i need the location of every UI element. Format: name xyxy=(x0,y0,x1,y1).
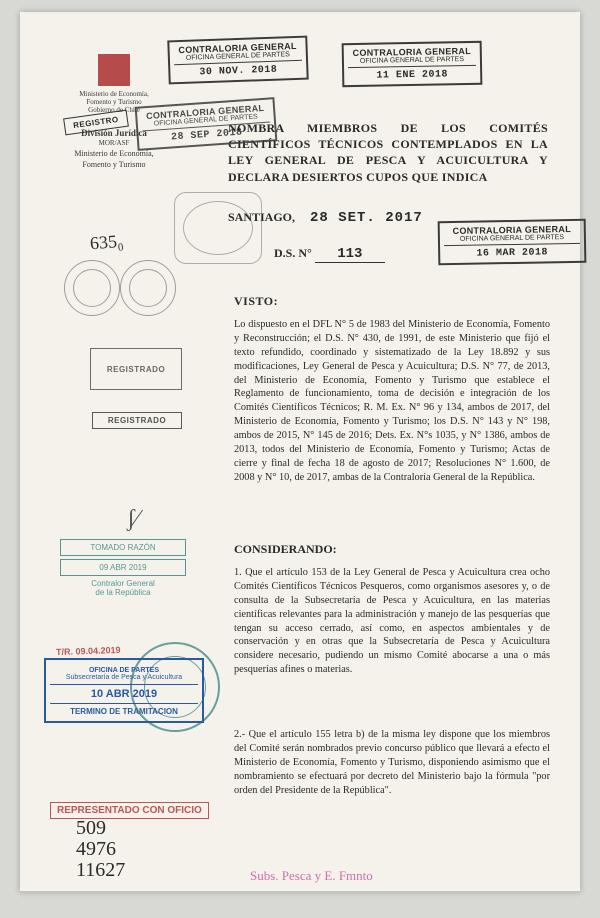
division-line3: Ministerio de Economía, xyxy=(66,149,162,158)
tomado-sub2: de la República xyxy=(60,588,186,597)
document-page: Ministerio de Economía, Fomento y Turism… xyxy=(20,12,580,892)
bp-line1: OFICINA DE PARTES Subsecretaría de Pesca… xyxy=(50,664,198,684)
gov-logo xyxy=(98,54,130,86)
ds-number: 113 xyxy=(315,246,385,263)
bp-l1: OFICINA DE PARTES xyxy=(89,667,159,674)
considerando-1: 1. Que el artículo 153 de la Ley General… xyxy=(234,566,550,677)
logo-ministry: Ministerio de Economía, Fomento y Turism… xyxy=(66,90,162,106)
hand-n1: 509 xyxy=(76,818,125,839)
bp-line4: TERMINO DE TRAMITACION xyxy=(50,703,198,719)
stamp-contraloria-1: CONTRALORIA GENERAL OFICINA GENERAL DE P… xyxy=(167,36,308,85)
stamp4-date: 16 MAR 2018 xyxy=(444,247,580,260)
hand-tr-date: T/R. 09.04.2019 xyxy=(56,645,121,657)
santiago-date: 28 SET. 2017 xyxy=(310,210,423,226)
hand-n2: 4976 xyxy=(76,839,125,860)
ds-line: D.S. N° 113 xyxy=(274,246,385,263)
hand-numbers: 509 4976 11627 xyxy=(76,818,125,881)
stamp4-h2: OFICINA GENERAL DE PARTES xyxy=(444,234,580,246)
stamp2-h2: OFICINA GENERAL DE PARTES xyxy=(348,56,476,68)
division-line4: Fomento y Turismo xyxy=(66,160,162,169)
stamp-registrado-1: REGISTRADO xyxy=(90,348,182,390)
stamp-contraloria-2: CONTRALORIA GENERAL OFICINA GENERAL DE P… xyxy=(342,41,483,87)
considerando-2: 2.- Que el artículo 155 letra b) de la m… xyxy=(234,728,550,797)
ds-label: D.S. N° xyxy=(274,246,312,260)
seal-circle-2 xyxy=(120,260,176,316)
stamp1-date: 30 NOV. 2018 xyxy=(174,64,302,79)
considerando-heading: CONSIDERANDO: xyxy=(234,542,337,557)
stamp2-date: 11 ENE 2018 xyxy=(348,69,476,82)
stamp-recalculo xyxy=(174,192,262,264)
tomado-date: 09 ABR 2019 xyxy=(60,559,186,576)
hand-635: 635₀ xyxy=(89,231,124,255)
stamp-contraloria-4: CONTRALORIA GENERAL OFICINA GENERAL DE P… xyxy=(438,219,587,266)
stamp-registrado-2: REGISTRADO xyxy=(92,412,182,429)
bp-date: 10 ABR 2019 xyxy=(50,684,198,703)
visto-body: Lo dispuesto en el DFL N° 5 de 1983 del … xyxy=(234,318,550,485)
hand-n3: 11627 xyxy=(76,860,125,881)
hand-pink-note: Subs. Pesca y E. Fmnto xyxy=(250,868,373,884)
oficina-partes-stamp: OFICINA DE PARTES Subsecretaría de Pesca… xyxy=(44,658,204,723)
tomado-sub1: Contralor General xyxy=(60,579,186,588)
representado-stamp: REPRESENTADO CON OFICIO xyxy=(50,802,209,819)
visto-heading: VISTO: xyxy=(234,294,278,309)
tomado-razon-block: ʃ⁄ TOMADO RAZÓN 09 ABR 2019 Contralor Ge… xyxy=(60,512,186,597)
bp-l2: Subsecretaría de Pesca y Acuicultura xyxy=(66,674,182,681)
page-bottom-edge xyxy=(20,891,580,892)
seal-circle-1 xyxy=(64,260,120,316)
signature-mark: ʃ⁄ xyxy=(70,506,196,533)
tomado-title: TOMADO RAZÓN xyxy=(60,539,186,556)
